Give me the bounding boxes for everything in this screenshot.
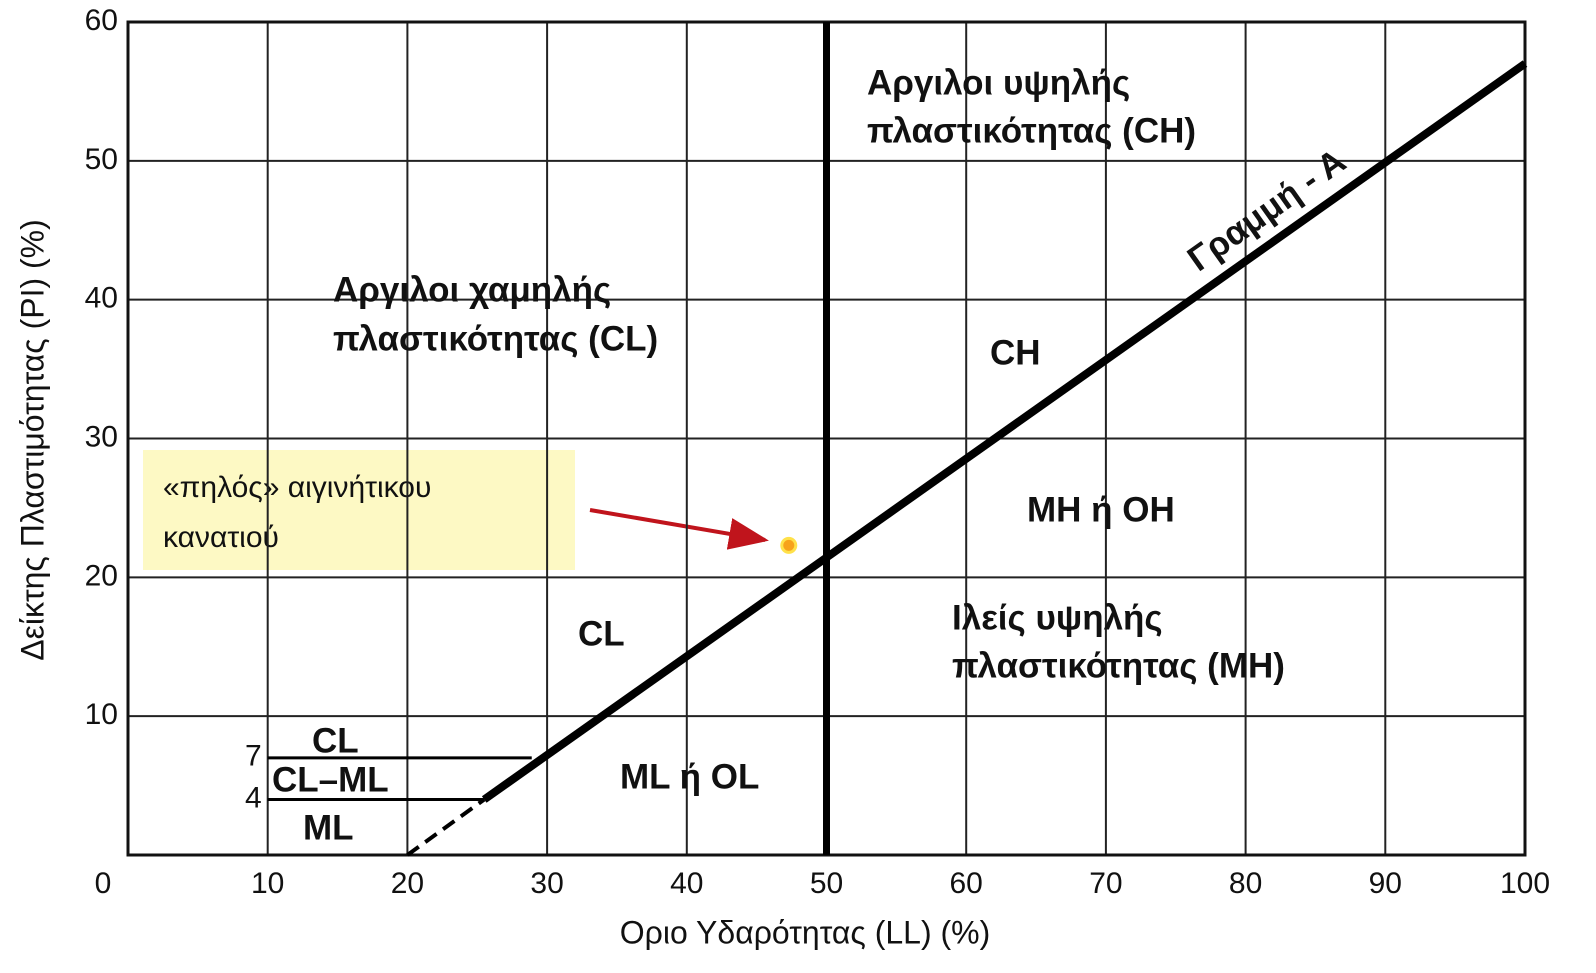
y-tick-label: 50 bbox=[85, 143, 118, 176]
region-label: CL bbox=[312, 721, 359, 760]
y-tick-label: 4 bbox=[245, 781, 262, 814]
boundary-line bbox=[406, 797, 486, 857]
x-tick-label: 100 bbox=[1500, 867, 1550, 900]
x-tick-label: 30 bbox=[530, 867, 563, 900]
region-label: Αργιλοι υψηλής bbox=[867, 63, 1130, 102]
x-tick-label: 50 bbox=[810, 867, 843, 900]
y-tick-label: 7 bbox=[245, 740, 262, 773]
callout-text: κανατιού bbox=[163, 521, 279, 554]
x-tick-label: 90 bbox=[1369, 867, 1402, 900]
y-tick-label: 40 bbox=[85, 282, 118, 315]
x-tick-label: 10 bbox=[251, 867, 284, 900]
region-label: ML ή OL bbox=[620, 757, 759, 796]
y-tick-label: 30 bbox=[85, 420, 118, 453]
x-tick-label: 0 bbox=[95, 867, 112, 900]
y-tick-label: 60 bbox=[85, 4, 118, 37]
region-label: ML bbox=[303, 808, 354, 847]
line-label: Γραμμή - Α bbox=[1181, 141, 1353, 279]
x-tick-label: 40 bbox=[670, 867, 703, 900]
y-axis-label: Δείκτης Πλαστιμότητας (PI) (%) bbox=[14, 219, 50, 661]
region-label: Ιλείς υψηλής bbox=[952, 598, 1163, 637]
x-tick-label: 60 bbox=[950, 867, 983, 900]
region-label: CL–ML bbox=[272, 760, 389, 799]
callout-arrow bbox=[589, 508, 769, 550]
callout-text: «πηλός» αιγινήτικου bbox=[163, 471, 431, 504]
region-label: Αργιλοι χαμηλής bbox=[333, 270, 611, 309]
region-label: ΜΗ ή ΟΗ bbox=[1027, 490, 1175, 529]
x-tick-label: 20 bbox=[391, 867, 424, 900]
region-label: πλαστικότητας (CH) bbox=[867, 111, 1196, 150]
data-point bbox=[780, 536, 798, 554]
region-label: CH bbox=[990, 333, 1041, 372]
region-label: πλαστικότητας (CL) bbox=[333, 319, 658, 358]
callout-box bbox=[143, 450, 575, 570]
y-tick-label: 10 bbox=[85, 698, 118, 731]
x-axis-label: Οριο Υδαρότητας (LL) (%) bbox=[620, 914, 991, 950]
y-tick-label: 20 bbox=[85, 559, 118, 592]
region-label: CL bbox=[578, 614, 625, 653]
region-label: πλαστικότητας (MH) bbox=[952, 646, 1285, 685]
boundary-line bbox=[481, 60, 1528, 803]
x-tick-label: 70 bbox=[1089, 867, 1122, 900]
x-tick-label: 80 bbox=[1229, 867, 1262, 900]
